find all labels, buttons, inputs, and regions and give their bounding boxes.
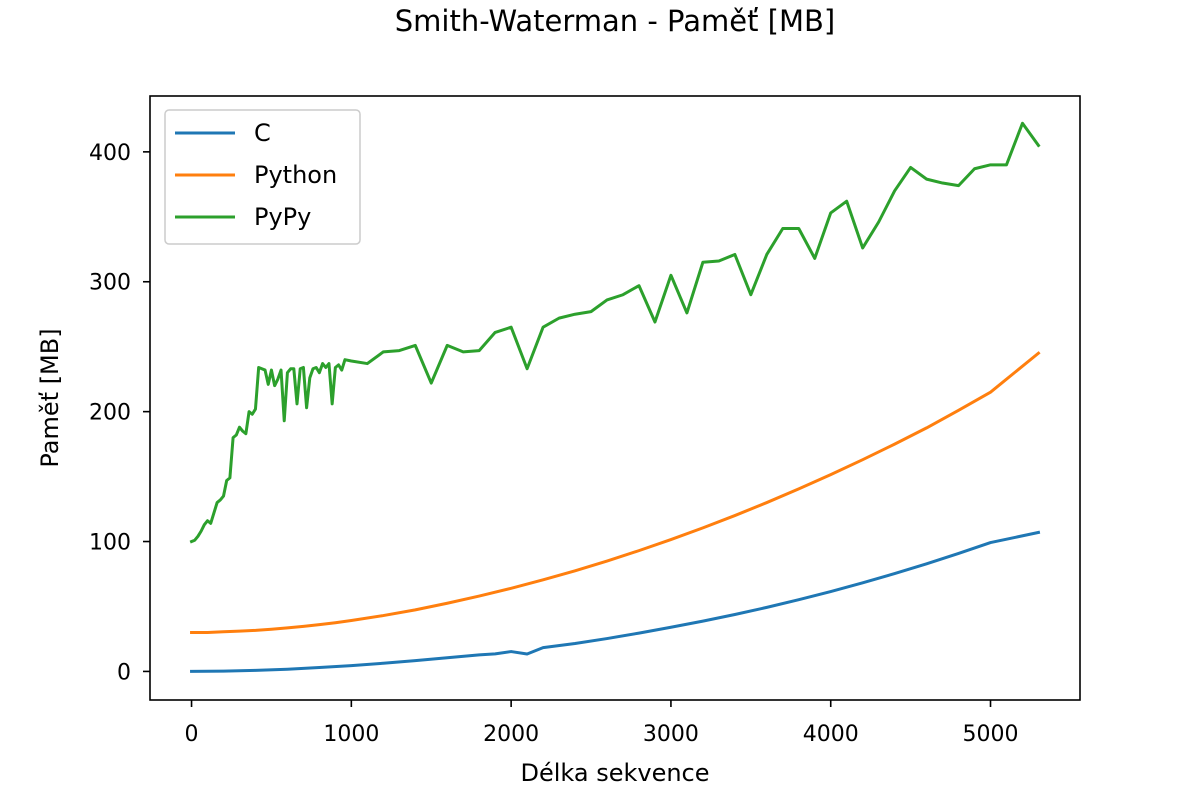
x-tick-label: 2000 <box>483 722 539 747</box>
y-tick-label: 0 <box>117 660 131 685</box>
legend-box <box>164 109 361 245</box>
x-axis-label: Délka sekvence <box>520 759 709 787</box>
legend: C Python PyPy <box>164 109 361 245</box>
series-line-pypy <box>189 121 1041 544</box>
y-tick-label: 300 <box>89 271 131 296</box>
chart-title: Smith-Waterman - Paměť [MB] <box>395 4 835 38</box>
plot-frame <box>149 95 1081 701</box>
y-tick-label: 200 <box>89 401 131 426</box>
legend-label-pypy: PyPy <box>254 203 311 231</box>
x-tick-label: 3000 <box>643 722 699 747</box>
x-tick-label: 5000 <box>963 722 1019 747</box>
legend-label-c: C <box>254 119 271 147</box>
y-tick-label: 100 <box>89 531 131 556</box>
y-axis-label: Paměť [MB] <box>36 328 64 467</box>
series-layer <box>189 121 1041 673</box>
series-line-c <box>190 530 1041 673</box>
x-tick-label: 1000 <box>323 722 379 747</box>
x-tick-label: 4000 <box>803 722 859 747</box>
y-tick-label: 400 <box>89 141 131 166</box>
ticks-layer: 0 1000 2000 3000 4000 5000 0 100 200 300 400 <box>89 141 1019 747</box>
x-tick-label: 0 <box>185 722 199 747</box>
legend-label-python: Python <box>254 161 337 189</box>
series-line-python <box>190 351 1041 634</box>
